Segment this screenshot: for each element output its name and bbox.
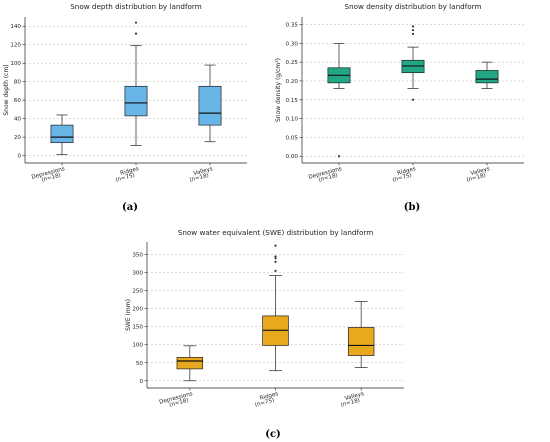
y-tick-label: 80: [14, 80, 22, 86]
chart-snow-density: 0.00 0.05 0.10 0.15 0.20 0.25 0.30 0.35 Snow den…: [275, 2, 524, 213]
box-valleys: [475, 70, 499, 84]
category-label: Valleys: [344, 391, 365, 402]
y-tick-label: 300: [132, 271, 143, 277]
y-tick-label: 200: [132, 307, 143, 313]
category-count-label: (n=18): [340, 398, 361, 409]
y-tick-label: 350: [132, 253, 143, 259]
chart-swe: 0 50 100 150 200 250 300 350 Snow water equivale…: [125, 228, 404, 440]
chart-snow-depth: 0 20 40 60 80 100 120 140 Snow depth distributio…: [3, 2, 247, 213]
y-axis-label: Snow depth (cm): [3, 64, 10, 115]
y-tick-label: 0: [17, 154, 21, 160]
category-count-label: (n=75): [254, 398, 275, 409]
category-label: Ridges: [397, 166, 417, 177]
panel-label: (b): [404, 202, 420, 213]
box-depressions: [176, 357, 204, 370]
y-tick-label: 40: [14, 117, 22, 123]
y-tick-label: 20: [14, 135, 22, 141]
y-tick-label: 0.10: [286, 117, 299, 123]
y-tick-label: 0.20: [286, 79, 299, 85]
category-count-label: (n=75): [115, 173, 136, 184]
box-valleys: [198, 85, 222, 126]
box-ridges: [124, 85, 148, 117]
category-label: Valleys: [193, 166, 214, 177]
outlier-point: [274, 260, 277, 263]
outlier-point: [274, 255, 277, 258]
category-count-label: (n=75): [392, 173, 413, 184]
category-count-label: (n=18): [169, 398, 190, 409]
category-count-label: (n=18): [189, 173, 210, 184]
outlier-point: [134, 21, 138, 24]
y-tick-label: 0.05: [286, 135, 299, 141]
category-count-label: (n=18): [318, 173, 339, 184]
category-label: Valleys: [470, 166, 491, 177]
y-tick-label: 0.30: [286, 41, 299, 47]
y-tick-label: 0.00: [286, 154, 299, 160]
outlier-point: [274, 269, 277, 272]
outlier-point: [411, 98, 415, 101]
category-count-label: (n=18): [466, 173, 487, 184]
y-tick-label: 100: [10, 61, 21, 67]
y-tick-label: 120: [10, 43, 21, 49]
outlier-point: [274, 257, 277, 260]
category-label: Ridges: [259, 391, 279, 402]
outlier-point: [411, 29, 415, 32]
y-tick-label: 0.35: [286, 23, 299, 29]
panel-label: (a): [122, 202, 138, 213]
y-tick-label: 140: [10, 24, 21, 30]
y-tick-label: 100: [132, 343, 143, 349]
category-label: Ridges: [120, 166, 140, 177]
box-valleys: [347, 327, 375, 356]
y-tick-label: 50: [136, 361, 144, 367]
outlier-point: [134, 32, 138, 35]
outlier-point: [411, 32, 415, 36]
y-axis-label: Snow density (g/cm³): [275, 58, 282, 122]
outlier-point: [337, 155, 341, 158]
chart-title: Snow density distribution by landform: [345, 2, 482, 11]
outlier-point: [274, 244, 277, 247]
y-axis-label: SWE (mm): [125, 299, 132, 331]
outlier-point: [411, 25, 415, 28]
y-tick-label: 0.15: [286, 98, 299, 104]
chart-title: Snow water equivalent (SWE) distribution…: [178, 228, 373, 237]
y-tick-label: 60: [14, 98, 22, 104]
y-tick-label: 250: [132, 289, 143, 295]
chart-title: Snow depth distribution by landform: [70, 2, 202, 11]
panel-label: (c): [265, 429, 281, 440]
y-tick-label: 0: [139, 379, 143, 385]
box-depressions: [50, 124, 74, 144]
y-tick-label: 0.25: [286, 60, 299, 66]
category-count-label: (n=18): [41, 173, 62, 184]
y-tick-label: 150: [132, 325, 143, 331]
